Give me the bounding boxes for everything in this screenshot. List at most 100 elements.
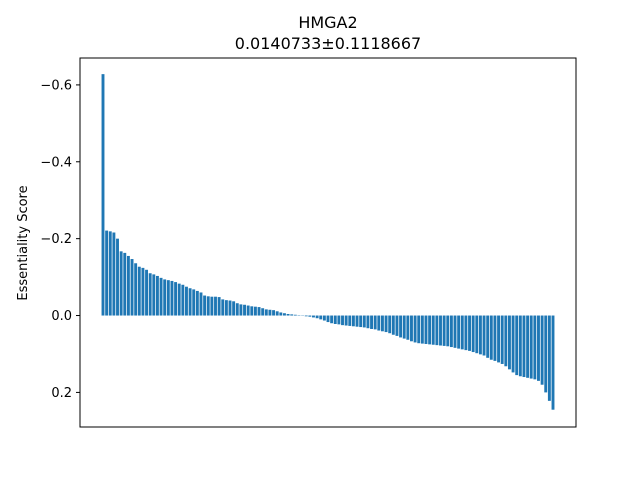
bar-37 [235,303,239,316]
bar-70 [355,315,359,327]
bar-15 [155,275,159,316]
bar-46 [268,309,272,316]
bar-98 [457,315,461,349]
bar-63 [330,315,334,324]
bar-75 [373,315,377,330]
bar-9 [134,263,138,316]
bar-23 [185,286,188,316]
bar-86 [413,315,417,343]
bar-68 [348,315,352,326]
bar-111 [504,315,508,367]
bar-43 [257,307,261,316]
bar-17 [163,279,167,316]
bar-41 [250,306,254,316]
bar-115 [518,315,522,377]
bar-78 [384,315,388,333]
bar-92 [435,315,439,346]
bar-32 [217,297,221,316]
y-tick-label-0: −0.6 [40,78,72,93]
bar-117 [526,315,530,378]
bar-76 [377,315,381,331]
bar-107 [489,315,493,360]
bar-51 [286,313,290,316]
bar-84 [406,315,410,340]
chart-subtitle: 0.0140733±0.1118667 [235,34,421,53]
bar-36 [232,301,236,316]
bar-31 [214,296,217,316]
bar-110 [500,315,504,364]
bar-50 [283,313,286,316]
bar-10 [137,266,141,316]
bar-42 [253,306,257,316]
bar-124 [551,315,555,410]
bar-116 [522,315,526,378]
bar-77 [380,315,384,332]
bar-61 [322,315,326,321]
bar-97 [453,315,457,348]
bar-93 [439,315,442,346]
y-tick-label-2: −0.2 [40,232,72,247]
y-axis-label: Essentiality Score [16,185,31,300]
bar-35 [228,300,232,316]
bar-25 [192,289,196,316]
bar-34 [224,300,228,316]
y-tick-label-4: 0.2 [51,386,72,401]
bar-65 [337,315,341,325]
bar-4 [116,238,119,316]
bar-114 [515,315,519,376]
bar-24 [188,288,192,316]
plot-frame [79,57,577,428]
bar-21 [177,283,181,316]
bar-30 [210,296,214,316]
bar-11 [141,267,145,316]
bar-123 [547,315,551,401]
bar-72 [362,315,366,328]
bar-108 [493,315,497,361]
bar-101 [468,315,471,351]
bar-38 [239,304,243,316]
bar-60 [319,315,323,320]
bar-118 [529,315,533,379]
bar-81 [395,315,399,336]
bar-91 [431,315,435,345]
bar-80 [391,315,395,335]
bar-67 [344,315,348,326]
bar-2 [108,231,112,316]
bar-45 [264,309,268,316]
bar-79 [388,315,392,334]
bar-58 [312,315,315,318]
bar-104 [478,315,482,355]
bar-85 [410,315,413,342]
y-tick-label-1: −0.4 [40,155,72,170]
bar-105 [482,315,486,356]
bar-90 [428,315,432,345]
bars-group [101,74,555,410]
bar-64 [333,315,337,324]
bar-121 [540,315,544,385]
bar-28 [203,295,207,316]
bar-5 [119,251,123,316]
bar-87 [417,315,421,344]
bar-66 [341,315,344,326]
bar-69 [351,315,355,327]
chart-title: HMGA2 [298,13,357,32]
bar-119 [533,315,537,380]
bar-47 [272,310,276,316]
bar-8 [130,259,134,316]
bar-95 [446,315,450,347]
bar-83 [402,315,406,339]
bar-109 [497,315,501,363]
bar-18 [166,280,170,316]
bar-59 [315,315,319,319]
y-tick-label-3: 0.0 [51,309,72,324]
bar-40 [246,305,250,316]
bar-22 [181,284,185,316]
bar-49 [279,312,283,316]
bar-1 [105,230,109,316]
bar-53 [293,314,297,316]
bar-19 [170,280,174,316]
bar-89 [424,315,428,344]
bar-82 [399,315,403,338]
bar-102 [471,315,475,353]
bar-62 [326,315,330,323]
